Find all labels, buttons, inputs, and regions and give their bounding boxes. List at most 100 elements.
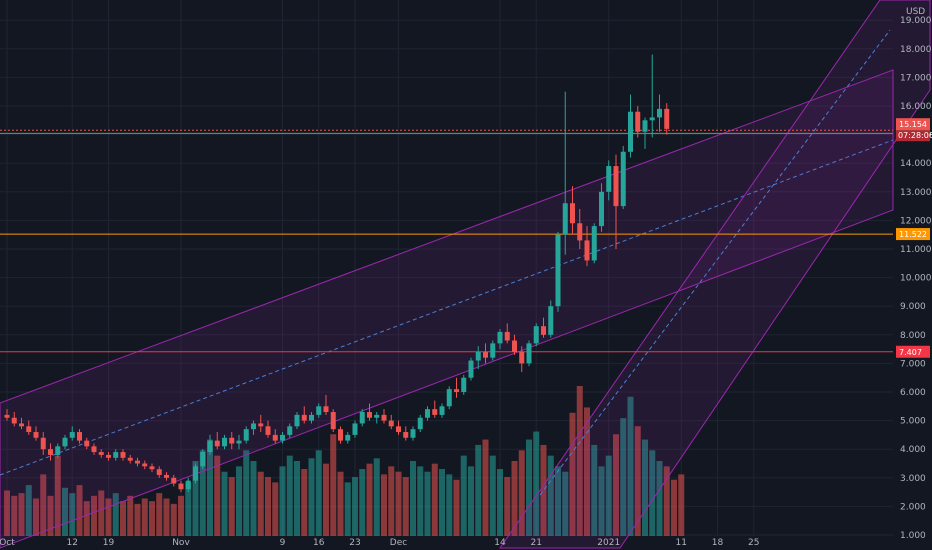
candle-body <box>193 466 198 481</box>
candle-body <box>345 434 351 441</box>
volume-bar <box>214 455 221 536</box>
candle-body <box>229 437 235 444</box>
last-price-tag <box>896 118 930 131</box>
volume-bar <box>272 482 279 536</box>
y-tick-label: 13.000 <box>900 188 932 198</box>
volume-bar <box>250 461 257 536</box>
volume-bars <box>4 386 685 536</box>
time-axis[interactable]: Oct 12 19 Nov 9 16 23 Dec 14 21 2021 11 18 25 <box>0 538 759 548</box>
volume-bar <box>294 461 300 536</box>
volume-bar <box>562 471 569 536</box>
candle-body <box>649 117 655 121</box>
volume-bar <box>257 471 264 536</box>
x-tick-label: 25 <box>748 538 759 548</box>
candle-body <box>446 389 452 407</box>
candle-body <box>606 166 612 192</box>
candle-body <box>533 326 539 344</box>
candle-body <box>149 466 155 470</box>
candle-body <box>548 306 554 335</box>
candle-body <box>541 326 546 335</box>
volume-bar <box>518 450 525 536</box>
y-tick-label: 19.000 <box>900 16 932 26</box>
volume-bar <box>47 495 54 536</box>
horizontal-price-lines <box>0 129 893 353</box>
candle-body <box>236 440 242 444</box>
candle-body <box>613 166 619 207</box>
y-tick-label: 9.000 <box>900 302 926 312</box>
candle-body <box>584 240 590 261</box>
volume-bar <box>395 471 402 536</box>
volume-bar <box>547 455 554 536</box>
price-axis[interactable]: 1.000 2.000 3.000 4.000 5.000 6.000 7.000 8.000… <box>900 16 932 541</box>
candle-body <box>664 108 670 129</box>
candle-body <box>490 343 496 358</box>
volume-bar <box>265 477 271 536</box>
candle-body <box>185 480 191 490</box>
candle-body <box>272 434 278 441</box>
volume-bar <box>149 501 155 536</box>
volume-bar <box>301 469 308 536</box>
last-price-tag-text: 15.154 <box>899 120 927 129</box>
x-tick-label: 23 <box>349 538 360 548</box>
volume-bar <box>627 396 634 536</box>
volume-bar <box>83 501 90 536</box>
candle-body <box>359 412 365 424</box>
x-tick-label: 11 <box>676 538 687 548</box>
candle-body <box>26 426 32 433</box>
volume-bar <box>69 493 76 536</box>
price-level-tag-text: 7.407 <box>899 348 922 357</box>
volume-bar <box>584 407 590 536</box>
candle-body <box>555 234 561 307</box>
candle-body <box>69 432 75 438</box>
candle-body <box>577 223 583 241</box>
volume-bar <box>323 463 329 536</box>
volume-bar <box>76 485 83 536</box>
x-tick-label: 2021 <box>597 538 620 548</box>
candle-body <box>178 483 184 490</box>
candle-body <box>258 423 264 427</box>
volume-bar <box>120 501 126 536</box>
candle-body <box>642 120 648 132</box>
candle-body <box>84 440 90 447</box>
y-tick-label: 3.000 <box>900 474 926 484</box>
volume-bar <box>598 466 605 536</box>
volume-bar <box>207 439 213 536</box>
volume-bar <box>417 466 424 536</box>
candle-body <box>475 351 481 361</box>
countdown-tag <box>896 130 930 142</box>
volume-bar <box>649 450 656 536</box>
candle-body <box>48 449 53 455</box>
volume-bar <box>243 450 250 536</box>
candle-body <box>628 111 633 152</box>
candle-body <box>454 389 459 392</box>
x-tick-label: 12 <box>67 538 78 548</box>
candle-body <box>635 111 641 132</box>
candle-body <box>410 429 416 438</box>
candle-body <box>243 429 249 441</box>
volume-bar <box>98 490 105 536</box>
volume-bar <box>170 503 177 536</box>
volume-bar <box>178 495 184 536</box>
candle-body <box>461 377 467 392</box>
volume-bar <box>236 466 242 536</box>
candle-body <box>135 460 140 464</box>
price-level-tag <box>896 228 930 241</box>
volume-bar <box>315 450 322 536</box>
volume-bar <box>497 469 503 536</box>
candle-body <box>432 409 438 415</box>
candle-body <box>570 203 575 224</box>
y-tick-label: 4.000 <box>900 445 926 455</box>
volume-bar <box>25 485 32 536</box>
candle-body <box>62 437 68 447</box>
y-tick-label: 5.000 <box>900 417 926 427</box>
channel-steep <box>499 0 931 549</box>
volume-bar <box>388 466 395 536</box>
volume-bar <box>526 439 532 536</box>
candle-body <box>504 331 510 341</box>
volume-bar <box>381 474 387 536</box>
candle-body <box>200 452 206 467</box>
volume-bar <box>576 386 583 536</box>
x-tick-label: 9 <box>280 538 286 548</box>
